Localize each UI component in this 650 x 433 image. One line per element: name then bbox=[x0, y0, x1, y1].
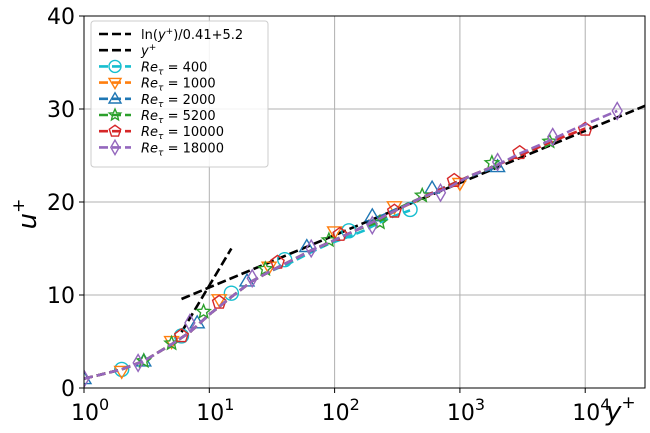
series-1-point-4 bbox=[326, 226, 343, 241]
legend-series-marker-2 bbox=[107, 91, 123, 104]
x-axis-label: y+ bbox=[605, 393, 636, 427]
series-line-2 bbox=[84, 165, 499, 380]
series-5-point-6 bbox=[434, 182, 447, 203]
legend-series-marker-1 bbox=[107, 77, 123, 90]
series-2 bbox=[84, 158, 506, 385]
legend-box bbox=[90, 20, 269, 168]
series-4-point-0 bbox=[173, 328, 190, 343]
legend-series-label-1: Reτ = 1000 bbox=[141, 77, 216, 94]
series-1 bbox=[84, 177, 469, 380]
legend-series-marker-0 bbox=[108, 59, 122, 74]
series-2-point-5 bbox=[364, 207, 381, 222]
legend-series-marker-5 bbox=[109, 138, 121, 156]
series-4-point-3 bbox=[332, 226, 348, 241]
legend-ref-label-1: y+ bbox=[140, 43, 156, 59]
series-0-point-5 bbox=[402, 201, 418, 218]
legend-series-label-5: Reτ = 18000 bbox=[141, 141, 224, 158]
y-tick-label-4: 40 bbox=[47, 5, 75, 30]
series-2-point-4 bbox=[298, 238, 316, 253]
series-5-point-3 bbox=[246, 268, 258, 289]
series-layer bbox=[84, 101, 623, 388]
series-4-point-6 bbox=[512, 144, 528, 160]
series-5-point-0 bbox=[84, 368, 90, 388]
series-0-point-0 bbox=[114, 361, 130, 378]
ticks: 100 101 102 103 104 0 10 20 30 40 bbox=[47, 5, 610, 426]
series-5-point-7 bbox=[491, 152, 504, 172]
series-3-point-6 bbox=[413, 186, 431, 203]
y-tick-label-2: 20 bbox=[47, 191, 75, 216]
series-5-point-1 bbox=[132, 353, 144, 373]
series-0 bbox=[84, 201, 418, 380]
legend-series-label-4: Reτ = 10000 bbox=[141, 125, 224, 142]
x-tick-label-0: 100 bbox=[71, 395, 109, 426]
series-1-point-3 bbox=[260, 261, 278, 276]
x-tick-label-2: 102 bbox=[322, 395, 360, 426]
series-line-3 bbox=[84, 140, 551, 380]
series-3-point-8 bbox=[541, 132, 559, 149]
x-tick-label-1: 101 bbox=[196, 395, 234, 426]
x-tick-label-4: 104 bbox=[572, 395, 610, 426]
series-1-point-5 bbox=[386, 201, 403, 216]
y-tick-label-0: 0 bbox=[61, 377, 75, 402]
axis-labels: y+ u+ bbox=[9, 199, 636, 427]
legend-series-label-3: Reτ = 5200 bbox=[141, 109, 216, 126]
series-3-point-2 bbox=[195, 302, 212, 319]
reference-line-1 bbox=[180, 247, 233, 333]
legend-series-marker-3 bbox=[107, 107, 123, 122]
series-4-point-4 bbox=[386, 203, 402, 218]
series-5-point-4 bbox=[305, 238, 317, 259]
y-tick-label-1: 10 bbox=[47, 284, 75, 309]
series-line-5 bbox=[84, 109, 618, 380]
series-4-point-1 bbox=[211, 294, 227, 309]
series-3-point-4 bbox=[320, 231, 338, 248]
y-axis-label: u+ bbox=[9, 199, 43, 230]
series-4-point-5 bbox=[446, 172, 462, 188]
legend-ref-label-0: ln(y+)/0.41+5.2 bbox=[141, 27, 243, 43]
series-5 bbox=[84, 101, 623, 388]
legend-series-marker-4 bbox=[108, 124, 122, 137]
series-5-point-9 bbox=[611, 101, 623, 121]
legend-series-label-0: Reτ = 400 bbox=[141, 60, 207, 77]
series-5-point-8 bbox=[546, 127, 559, 147]
series-3-point-3 bbox=[256, 260, 274, 277]
x-tick-label-3: 103 bbox=[447, 395, 485, 426]
series-5-point-5 bbox=[366, 215, 379, 236]
series-5-point-2 bbox=[184, 313, 196, 333]
series-1-point-0 bbox=[113, 365, 130, 380]
legend-series-label-2: Reτ = 2000 bbox=[141, 93, 216, 110]
y-tick-label-3: 30 bbox=[47, 98, 75, 123]
series-0-point-2 bbox=[223, 285, 240, 301]
